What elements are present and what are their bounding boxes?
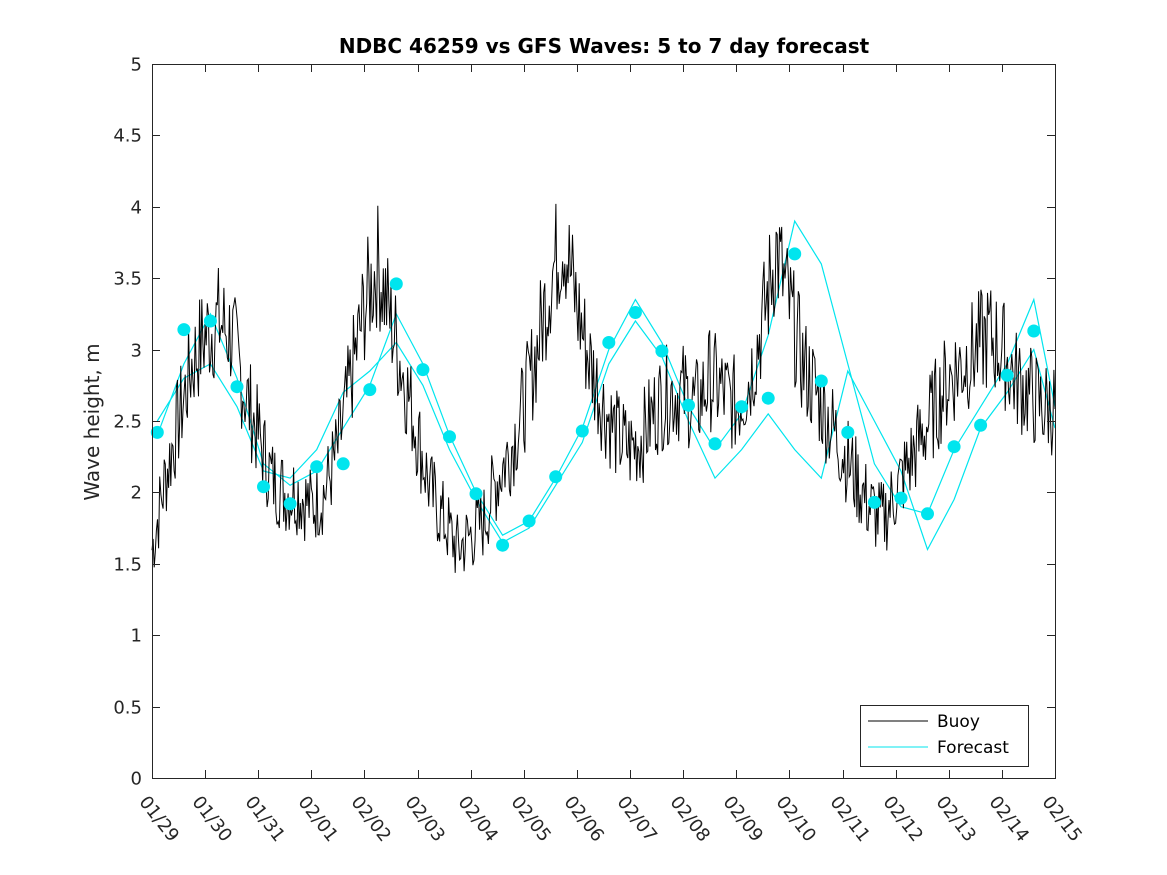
forecast-point (496, 538, 510, 552)
forecast-point (443, 430, 456, 444)
legend-box (860, 705, 1029, 767)
forecast-point (761, 391, 775, 405)
y-tick-label: 2.5 (113, 412, 142, 433)
y-tick-label: 5 (131, 55, 142, 76)
forecast-point (575, 424, 589, 438)
y-tick-label: 4.5 (113, 126, 142, 147)
forecast-point (788, 247, 802, 261)
forecast-point (735, 400, 749, 414)
y-tick-label: 1.5 (113, 555, 142, 576)
y-tick-label: 3 (131, 341, 142, 362)
legend-label-forecast: Forecast (937, 738, 1009, 758)
forecast-point (867, 495, 881, 509)
forecast-point (602, 336, 616, 349)
y-tick-label: 0 (131, 769, 142, 790)
plot-area (150, 203, 1056, 573)
forecast-run-line (156, 219, 1056, 536)
y-axis: 0 0.5 1 1.5 2 2.5 3 3.5 4 4.5 5 (113, 55, 1055, 790)
forecast-point (230, 380, 244, 394)
y-tick-label: 0.5 (113, 698, 142, 719)
forecast-point (1027, 324, 1041, 338)
forecast-point (469, 487, 483, 501)
forecast-point (655, 344, 669, 358)
forecast-point (283, 497, 297, 511)
forecast-run-line (156, 319, 1056, 552)
legend: Buoy Forecast (860, 705, 1029, 767)
forecast-point (549, 470, 563, 484)
forecast-point (628, 306, 642, 319)
forecast-point (947, 440, 961, 454)
y-tick-label: 2 (131, 483, 142, 504)
y-tick-label: 1 (131, 626, 142, 647)
forecast-point (389, 277, 403, 291)
legend-label-buoy: Buoy (937, 712, 980, 732)
forecast-point (1000, 368, 1014, 382)
buoy-line (151, 203, 1056, 573)
y-tick-label: 3.5 (113, 269, 142, 290)
y-axis-label: Wave height, m (80, 343, 104, 500)
forecast-point (150, 425, 164, 439)
chart-title: NDBC 46259 vs GFS Waves: 5 to 7 day fore… (339, 34, 870, 58)
forecast-point (203, 314, 217, 328)
forecast-point (336, 457, 350, 471)
forecast-point (894, 491, 908, 505)
forecast-point (814, 374, 828, 388)
forecast-point (177, 323, 191, 337)
forecast-point (416, 363, 430, 377)
forecast-point (974, 418, 988, 432)
forecast-point (708, 437, 722, 451)
forecast-point (841, 425, 855, 439)
forecast-point (921, 507, 934, 521)
forecast-point (257, 480, 270, 494)
forecast-point (682, 398, 695, 412)
forecast-point (522, 514, 536, 528)
y-tick-label: 4 (131, 198, 142, 219)
forecast-point (363, 383, 377, 397)
forecast-point (310, 460, 324, 474)
